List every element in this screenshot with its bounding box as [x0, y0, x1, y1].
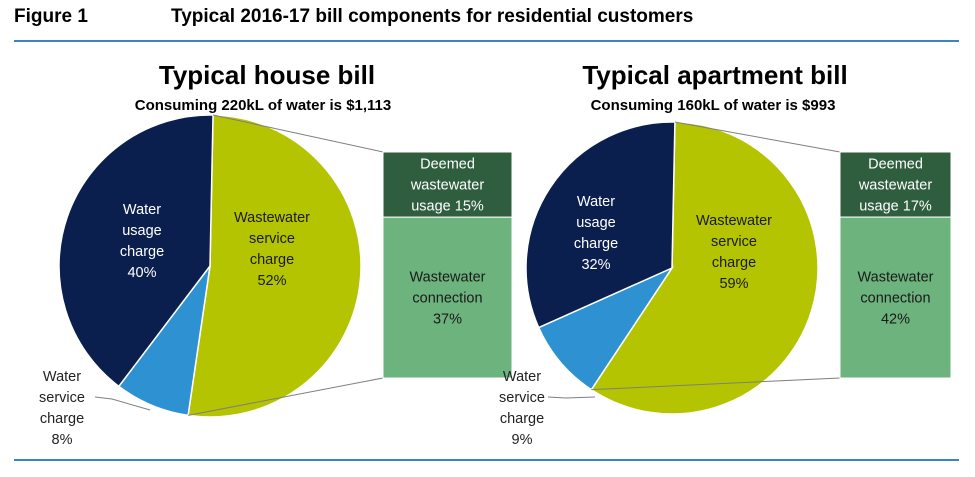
chart-subtitle: Consuming 220kL of water is $1,113: [135, 97, 392, 114]
chart-subtitle: Consuming 160kL of water is $993: [591, 97, 836, 114]
connector-line-top: [212, 114, 384, 153]
bar-segment-deemed-usage: [382, 151, 513, 218]
label-deemed-usage: Deemed wastewater usage 15%: [410, 157, 485, 215]
slice-wastewater-service: [187, 114, 362, 418]
bar-segment-connection: [382, 216, 513, 379]
slice-wastewater-service: [590, 121, 819, 415]
chart-title: Typical apartment bill: [582, 60, 847, 90]
bar-segment-connection: [839, 216, 952, 379]
pie-chart-1: Typical house bill Consuming 220kL of wat…: [39, 60, 513, 448]
connector-line-top: [674, 121, 841, 153]
figure-title: Typical 2016-17 bill components for resi…: [171, 6, 694, 27]
leader-line-water-service: [547, 396, 596, 399]
slice-water-usage: [58, 114, 214, 388]
top-rule: [14, 40, 959, 42]
chart-title: Typical house bill: [159, 60, 375, 90]
connector-line-bottom: [591, 377, 841, 391]
label-wastewater-service: Wastewater service charge 59%: [696, 213, 772, 292]
label-water-service: Water service charge 8%: [39, 369, 85, 448]
bottom-rule: [14, 459, 959, 461]
label-deemed-usage: Deemed wastewater usage 17%: [858, 157, 933, 215]
slice-water-usage: [525, 121, 676, 329]
connector-line-bottom: [187, 377, 384, 416]
pie-chart-2: Typical apartment bill Consuming 160kL of…: [499, 60, 952, 448]
leader-line-water-service: [94, 396, 151, 411]
bar-segment-deemed-usage: [839, 151, 952, 218]
label-water-service: Water service charge 9%: [499, 369, 545, 448]
figure-header: Figure 1 Typical 2016-17 bill components…: [14, 6, 959, 30]
figure-number: Figure 1: [14, 6, 88, 27]
slice-water-service: [537, 266, 675, 391]
label-wastewater-service: Wastewater service charge 52%: [234, 210, 310, 289]
label-water-usage: Water usage charge 40%: [120, 202, 164, 281]
label-connection: Wastewater connection 42%: [857, 270, 933, 328]
label-connection: Wastewater connection 37%: [409, 270, 485, 328]
label-water-usage: Water usage charge 32%: [574, 194, 618, 273]
